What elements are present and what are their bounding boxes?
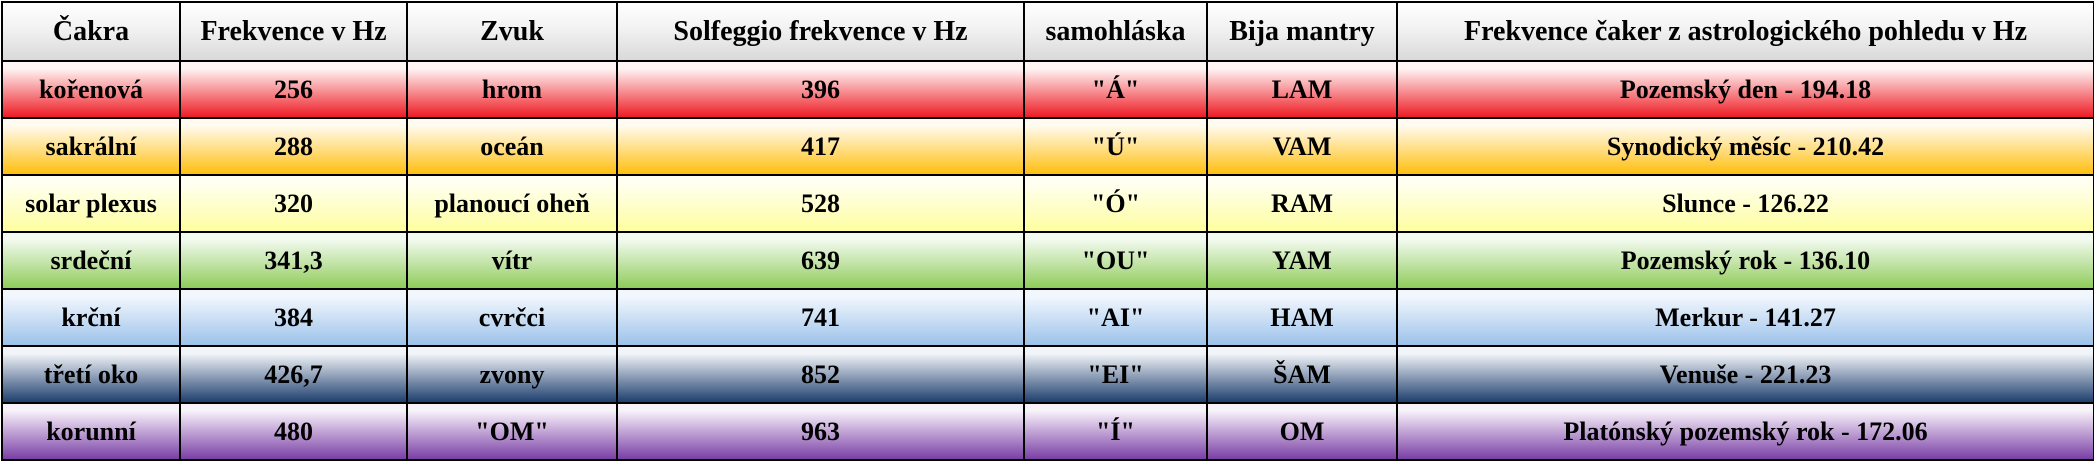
- cell-astrological-frequency: Synodický měsíc - 210.42: [1396, 117, 2094, 176]
- cell-solfeggio: 396: [616, 60, 1025, 119]
- cell-vowel: "Ó": [1023, 174, 1208, 233]
- cell-sound: cvrčci: [406, 288, 618, 347]
- cell-vowel: "Á": [1023, 60, 1208, 119]
- cell-chakra: srdeční: [1, 231, 181, 290]
- cell-chakra: solar plexus: [1, 174, 181, 233]
- header-astrological-frequency: Frekvence čaker z astrologického pohledu…: [1396, 1, 2094, 62]
- chakra-frequency-table: Čakra Frekvence v Hz Zvuk Solfeggio frek…: [1, 1, 2094, 461]
- cell-sound: hrom: [406, 60, 618, 119]
- header-vowel: samohláska: [1023, 1, 1208, 62]
- cell-astrological-frequency: Platónský pozemský rok - 172.06: [1396, 402, 2094, 461]
- cell-bija-mantra: LAM: [1206, 60, 1398, 119]
- header-solfeggio: Solfeggio frekvence v Hz: [616, 1, 1025, 62]
- table-row: korunní 480 "OM" 963 "Í" OM Platónský po…: [1, 402, 2094, 461]
- table-row: solar plexus 320 planoucí oheň 528 "Ó" R…: [1, 174, 2094, 233]
- cell-bija-mantra: VAM: [1206, 117, 1398, 176]
- table-row: srdeční 341,3 vítr 639 "OU" YAM Pozemský…: [1, 231, 2094, 290]
- table-row: krční 384 cvrčci 741 "AI" HAM Merkur - 1…: [1, 288, 2094, 347]
- cell-solfeggio: 639: [616, 231, 1025, 290]
- cell-astrological-frequency: Pozemský den - 194.18: [1396, 60, 2094, 119]
- table-row: třetí oko 426,7 zvony 852 "EI" ŠAM Venuš…: [1, 345, 2094, 404]
- cell-vowel: "Í": [1023, 402, 1208, 461]
- cell-bija-mantra: ŠAM: [1206, 345, 1398, 404]
- cell-solfeggio: 528: [616, 174, 1025, 233]
- cell-frequency: 256: [179, 60, 408, 119]
- cell-solfeggio: 852: [616, 345, 1025, 404]
- cell-bija-mantra: OM: [1206, 402, 1398, 461]
- header-bija-mantra: Bija mantry: [1206, 1, 1398, 62]
- cell-chakra: sakrální: [1, 117, 181, 176]
- cell-frequency: 288: [179, 117, 408, 176]
- cell-vowel: "AI": [1023, 288, 1208, 347]
- cell-solfeggio: 417: [616, 117, 1025, 176]
- table-row: sakrální 288 oceán 417 "Ú" VAM Synodický…: [1, 117, 2094, 176]
- cell-astrological-frequency: Pozemský rok - 136.10: [1396, 231, 2094, 290]
- cell-chakra: korunní: [1, 402, 181, 461]
- cell-vowel: "Ú": [1023, 117, 1208, 176]
- cell-sound: zvony: [406, 345, 618, 404]
- table-row: kořenová 256 hrom 396 "Á" LAM Pozemský d…: [1, 60, 2094, 119]
- cell-astrological-frequency: Venuše - 221.23: [1396, 345, 2094, 404]
- cell-chakra: kořenová: [1, 60, 181, 119]
- cell-frequency: 320: [179, 174, 408, 233]
- cell-solfeggio: 963: [616, 402, 1025, 461]
- cell-chakra: třetí oko: [1, 345, 181, 404]
- cell-frequency: 426,7: [179, 345, 408, 404]
- cell-frequency: 341,3: [179, 231, 408, 290]
- cell-astrological-frequency: Slunce - 126.22: [1396, 174, 2094, 233]
- cell-bija-mantra: YAM: [1206, 231, 1398, 290]
- cell-chakra: krční: [1, 288, 181, 347]
- header-row: Čakra Frekvence v Hz Zvuk Solfeggio frek…: [1, 1, 2094, 62]
- cell-vowel: "OU": [1023, 231, 1208, 290]
- cell-frequency: 384: [179, 288, 408, 347]
- cell-astrological-frequency: Merkur - 141.27: [1396, 288, 2094, 347]
- cell-vowel: "EI": [1023, 345, 1208, 404]
- header-frequency: Frekvence v Hz: [179, 1, 408, 62]
- cell-bija-mantra: RAM: [1206, 174, 1398, 233]
- header-sound: Zvuk: [406, 1, 618, 62]
- cell-frequency: 480: [179, 402, 408, 461]
- cell-bija-mantra: HAM: [1206, 288, 1398, 347]
- cell-solfeggio: 741: [616, 288, 1025, 347]
- cell-sound: oceán: [406, 117, 618, 176]
- cell-sound: "OM": [406, 402, 618, 461]
- cell-sound: vítr: [406, 231, 618, 290]
- header-chakra: Čakra: [1, 1, 181, 62]
- cell-sound: planoucí oheň: [406, 174, 618, 233]
